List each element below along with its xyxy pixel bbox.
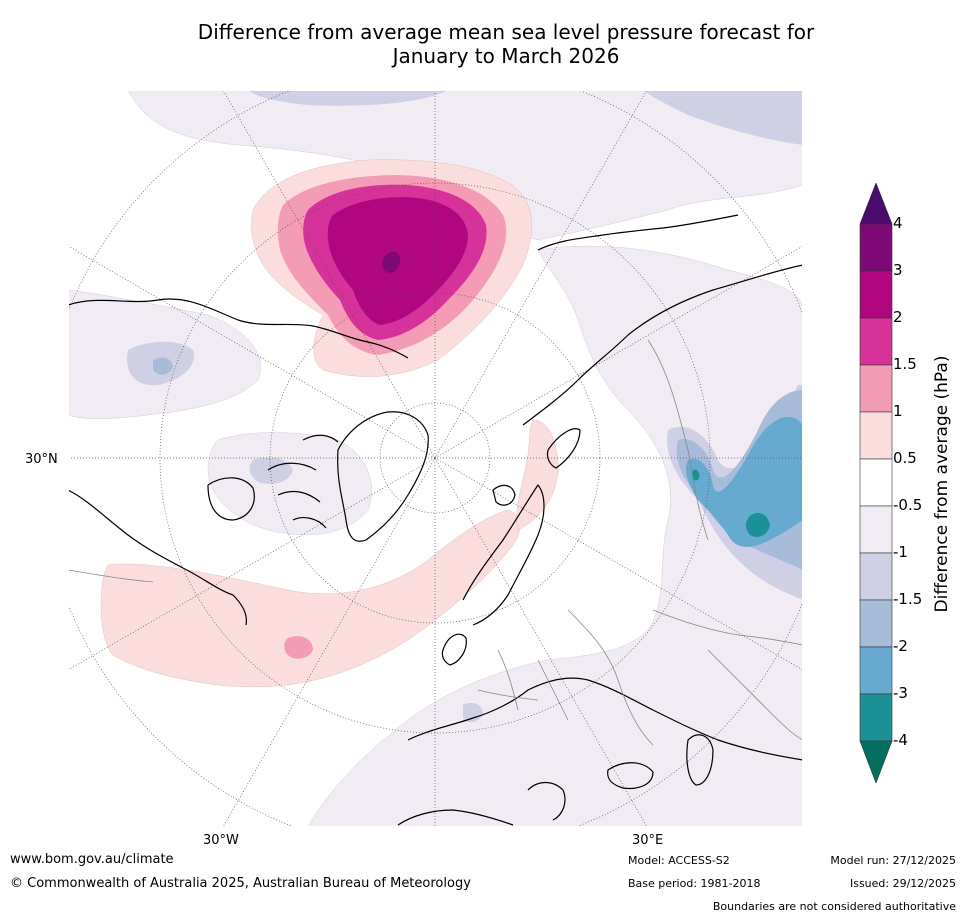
border-russia-west (567, 609, 654, 746)
anomaly-region-neg-extreme-siberia (745, 513, 770, 537)
footer-model-run: Model run: 27/12/2025 (830, 854, 956, 867)
coastline-black-sea (607, 762, 654, 790)
meridian-30w (222, 457, 436, 827)
colorbar-band (859, 270, 893, 319)
anomaly-region-pos-mod-atlantic (284, 636, 313, 659)
anomaly-region-pos-weak-atlantic (100, 509, 521, 688)
coastlines (68, 214, 803, 826)
colorbar-tick-label: -4 (893, 731, 908, 749)
border-siberia (647, 339, 709, 541)
coastline-uk (441, 633, 467, 666)
colorbar-tick-label: 0.5 (893, 449, 917, 467)
border-europe-1 (477, 649, 569, 721)
graticule (68, 90, 803, 827)
title-line-1: Difference from average mean sea level p… (197, 20, 815, 44)
colorbar-tick-label: 2 (893, 308, 903, 326)
coastline-arctic-islands (267, 434, 339, 529)
colorbar-tick-label: -1 (893, 543, 908, 561)
colorbar-tick-label: 1.5 (893, 355, 917, 373)
footer-issued: Issued: 29/12/2025 (849, 877, 956, 890)
footer-website[interactable]: www.bom.gov.au/climate (10, 852, 174, 867)
border-china-mongolia (707, 649, 803, 741)
coastline-svalbard (492, 484, 516, 506)
anomaly-region-neg-weak-eurasia (307, 245, 803, 827)
colorbar-tick-label: -3 (893, 684, 908, 702)
anomaly-region-neg-strong-west (153, 357, 173, 375)
coastline-north-america (68, 298, 409, 626)
footer-copyright: © Commonwealth of Australia 2025, Austra… (10, 876, 471, 891)
coastline-scandinavia (462, 484, 545, 626)
coastline-europe (407, 677, 803, 761)
colorbar-band (859, 646, 893, 695)
border-kazakhstan (652, 609, 803, 646)
colorbar-band (859, 317, 893, 366)
colorbar-band (859, 552, 893, 601)
anomaly-region-pos-extreme-pacific (382, 251, 401, 273)
colorbar (858, 182, 963, 784)
colorbar-tick-label: 4 (893, 214, 903, 232)
coastline-siberia-north (537, 214, 739, 251)
coastline-caspian (686, 734, 714, 786)
border-us-canada (68, 569, 154, 583)
colorbar-svg (859, 182, 893, 784)
coastline-greenland (337, 411, 429, 542)
colorbar-band (859, 505, 893, 554)
colorbar-extend-min (859, 740, 893, 784)
colorbar-tick-label: -2 (893, 637, 908, 655)
colorbar-extend-max (859, 182, 893, 225)
map-frame (68, 90, 803, 827)
country-borders (68, 339, 803, 746)
colorbar-band (859, 223, 893, 272)
colorbar-band (859, 364, 893, 413)
colorbar-title: Difference from average (hPa) (932, 355, 952, 613)
coastline-mediterranean (397, 781, 566, 826)
anomaly-region-neg-vstrong-siberia (686, 416, 803, 547)
lat-label-30n: 30°N (25, 452, 58, 467)
colorbar-band (859, 458, 893, 507)
colorbar-band (859, 599, 893, 648)
coastline-russia-arctic (522, 264, 803, 426)
colorbar-tick-label: 1 (893, 402, 903, 420)
colorbar-tick-label: 3 (893, 261, 903, 279)
lon-label-30w: 30°W (203, 833, 239, 848)
footer-base-period: Base period: 1981-2018 (628, 877, 761, 890)
coastline-novaya-zemlya (546, 428, 581, 469)
polar-map (68, 90, 803, 827)
coastline-hudson-bay (207, 477, 255, 521)
title-line-2: January to March 2026 (392, 44, 620, 68)
colorbar-band (859, 411, 893, 460)
anomaly-region-neg-mod-europe (463, 702, 483, 723)
colorbar-tick-label: -0.5 (893, 496, 923, 514)
anomaly-region-neg-mod-north (248, 90, 448, 106)
footer-model: Model: ACCESS-S2 (628, 854, 730, 867)
colorbar-tick-label: -1.5 (893, 590, 923, 608)
anomaly-region-neg-mod-ne (643, 90, 803, 145)
lon-label-30e: 30°E (632, 833, 664, 848)
colorbar-band (859, 693, 893, 742)
footer-disclaimer: Boundaries are not considered authoritat… (712, 900, 956, 913)
anomaly-region-neg-extreme-siberia-2 (691, 469, 700, 481)
chart-title: Difference from average mean sea level p… (100, 20, 912, 68)
meridian-30e (434, 457, 648, 827)
map-panel[interactable] (68, 90, 803, 827)
